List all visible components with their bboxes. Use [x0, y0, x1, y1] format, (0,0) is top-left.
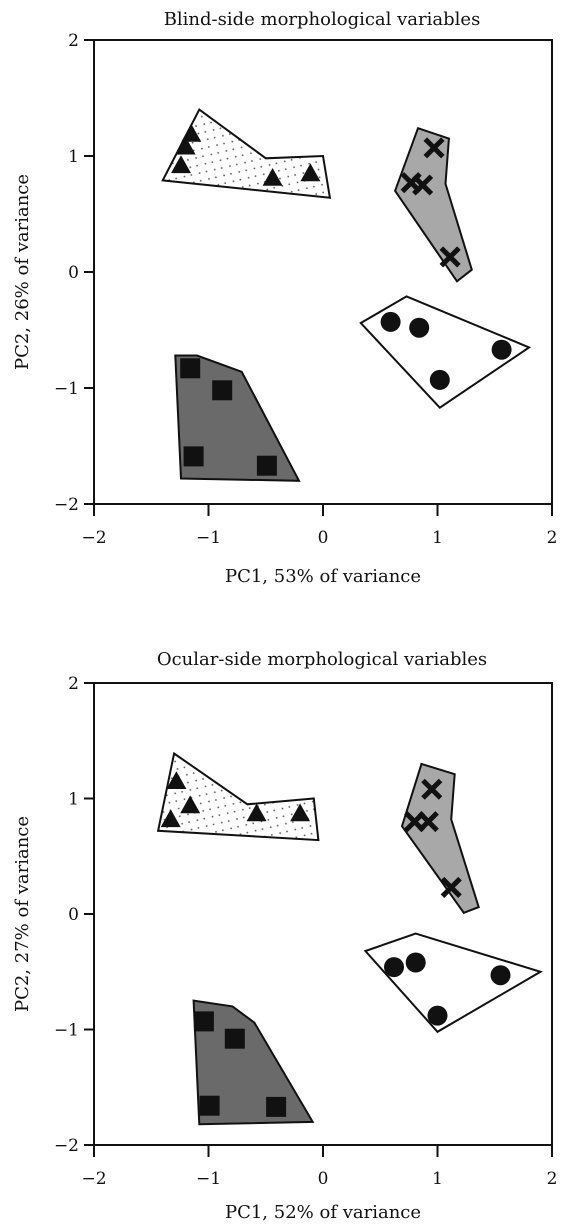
- square-group-hull: [192, 999, 315, 1126]
- marker-layer: [171, 124, 512, 476]
- y-tick-labels: 2 1 0 −1 −2: [54, 31, 79, 515]
- x-axis-label: PC1, 52% of variance: [225, 1202, 421, 1223]
- square-group-hull: [174, 354, 301, 482]
- y-tick-label: 2: [68, 674, 79, 694]
- x-tick-label: −2: [81, 528, 106, 548]
- x-tick-label: −1: [196, 1169, 221, 1189]
- triangle-marker: [300, 163, 321, 182]
- triangle-marker: [171, 155, 191, 174]
- circle-group-hull: [363, 932, 543, 1034]
- circle-marker: [490, 965, 511, 986]
- triangle-marker: [246, 803, 267, 822]
- y-tick-label: −2: [54, 1136, 79, 1156]
- circle-marker: [405, 952, 426, 973]
- x-marker: [421, 778, 443, 800]
- y-axis-label: PC2, 27% of variance: [12, 816, 33, 1012]
- x-marker: [439, 246, 461, 268]
- x-tick-labels: −2 −1 0 1 2: [81, 1169, 557, 1189]
- square-marker: [212, 380, 233, 401]
- x-marker: [417, 811, 439, 833]
- blind-side-chart: Blind-side morphological variables 2 1 0…: [12, 9, 557, 587]
- y-ticks: [84, 39, 94, 505]
- x-tick-labels: −2 −1 0 1 2: [81, 528, 557, 548]
- square-marker: [266, 1096, 287, 1117]
- chart-title: Blind-side morphological variables: [164, 9, 481, 30]
- square-marker: [193, 1011, 214, 1032]
- y-tick-labels: 2 1 0 −1 −2: [54, 674, 79, 1156]
- marker-layer: [160, 771, 511, 1117]
- circle-marker: [427, 1005, 448, 1026]
- x-tick-label: −2: [81, 1169, 106, 1189]
- y-tick-label: 0: [68, 263, 79, 283]
- ocular-side-chart: Ocular-side morphological variables 2 1 …: [12, 649, 557, 1223]
- y-ticks: [84, 682, 94, 1146]
- square-marker: [224, 1028, 245, 1049]
- x-tick-label: −1: [196, 528, 221, 548]
- x-axis-label: PC1, 53% of variance: [225, 566, 421, 587]
- triangle-group-hull: [161, 108, 332, 199]
- y-tick-label: 1: [68, 147, 79, 167]
- x-tick-label: 2: [547, 528, 558, 548]
- x-tick-label: 2: [547, 1169, 558, 1189]
- x-group-hull: [400, 762, 480, 915]
- y-tick-label: 1: [68, 790, 79, 810]
- circle-marker: [384, 957, 404, 978]
- plot-frame: [93, 682, 553, 1146]
- triangle-marker: [166, 771, 187, 789]
- triangle-marker: [181, 124, 202, 142]
- x-tick-label: 1: [432, 1169, 443, 1189]
- chart-title: Ocular-side morphological variables: [157, 649, 487, 670]
- square-marker: [180, 358, 201, 379]
- triangle-marker: [290, 803, 311, 822]
- y-tick-label: −2: [54, 495, 79, 515]
- triangle-marker: [175, 136, 196, 155]
- x-ticks: [93, 1145, 553, 1157]
- triangle-group-hull: [156, 751, 320, 842]
- x-tick-label: 0: [318, 528, 329, 548]
- x-ticks: [93, 504, 553, 516]
- circle-group-hull: [359, 295, 532, 410]
- square-marker: [183, 446, 204, 467]
- x-marker: [440, 876, 462, 898]
- plot-frame: [93, 39, 553, 505]
- x-tick-label: 1: [432, 528, 443, 548]
- y-tick-label: 2: [68, 31, 79, 51]
- hull-layer: [161, 108, 532, 482]
- y-axis-label: PC2, 26% of variance: [12, 174, 33, 370]
- hull-layer: [156, 751, 543, 1126]
- square-marker: [256, 455, 277, 476]
- triangle-marker: [160, 809, 181, 828]
- y-tick-label: −1: [54, 379, 79, 399]
- circle-marker: [380, 311, 401, 332]
- x-marker: [423, 137, 445, 159]
- x-group-hull: [393, 126, 473, 283]
- y-tick-label: 0: [68, 905, 79, 925]
- x-tick-label: 0: [318, 1169, 329, 1189]
- x-marker: [404, 811, 426, 833]
- circle-marker: [491, 339, 512, 360]
- x-marker: [412, 174, 434, 196]
- y-tick-label: −1: [54, 1021, 79, 1041]
- triangle-marker: [262, 168, 283, 186]
- circle-marker: [429, 369, 450, 390]
- triangle-marker: [180, 795, 201, 814]
- circle-marker: [409, 317, 430, 338]
- square-marker: [199, 1095, 220, 1116]
